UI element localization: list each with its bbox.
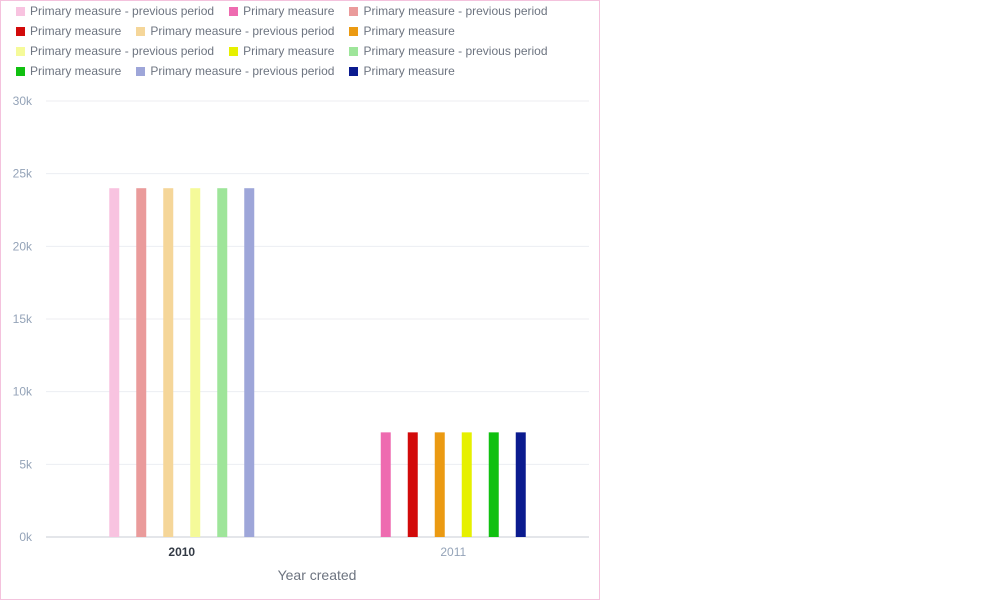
legend-item[interactable]: Primary measure	[16, 24, 121, 38]
bars	[109, 188, 526, 537]
legend: Primary measure - previous period Primary…	[16, 4, 586, 78]
y-tick-label: 20k	[13, 239, 33, 253]
legend-item[interactable]: Primary measure - previous period	[16, 44, 214, 58]
legend-label: Primary measure - previous period	[30, 4, 215, 18]
legend-swatch	[229, 46, 239, 56]
legend-item[interactable]: Primary measure - previous period	[349, 4, 548, 18]
legend-item[interactable]: Primary measure	[349, 64, 455, 78]
y-tick-label: 10k	[13, 385, 33, 399]
bar-2011-series-9[interactable]	[488, 432, 499, 537]
legend-swatch	[16, 46, 25, 56]
bar-2011-series-5[interactable]	[434, 432, 445, 537]
bar-2011-series-11[interactable]	[515, 432, 526, 537]
y-tick-label: 5k	[19, 457, 33, 471]
y-tick-label: 30k	[13, 94, 33, 108]
bar-2011-series-7[interactable]	[461, 432, 472, 537]
legend-swatch	[16, 6, 25, 16]
bar-2010-series-6[interactable]	[190, 188, 201, 537]
legend-item[interactable]: Primary measure - previous period	[16, 4, 214, 18]
legend-swatch	[349, 6, 359, 16]
legend-swatch	[349, 66, 359, 76]
legend-swatch	[16, 26, 25, 36]
x-tick-label[interactable]: 2010	[168, 545, 195, 559]
plot-area: 0k 5k 10k 15k 20k 25k 30k 2010 2011 Year create…	[13, 94, 589, 583]
grid-layer	[46, 100, 589, 538]
bar-2010-series-8[interactable]	[217, 188, 228, 537]
legend-label: Primary measure	[363, 24, 455, 38]
x-axis-title: Year created	[278, 567, 357, 583]
legend-item[interactable]: Primary measure	[349, 24, 455, 38]
bar-2010-series-4[interactable]	[163, 188, 174, 537]
bar-2010-series-0[interactable]	[109, 188, 120, 537]
legend-item[interactable]: Primary measure	[229, 4, 334, 18]
legend-swatch	[349, 26, 359, 36]
x-axis: 2010 2011	[168, 545, 466, 559]
x-tick-label[interactable]: 2011	[440, 545, 466, 559]
legend-item[interactable]: Primary measure - previous period	[349, 44, 548, 58]
bar-2011-series-3[interactable]	[407, 432, 418, 537]
legend-label: Primary measure - previous period	[363, 4, 548, 18]
legend-swatch	[136, 26, 146, 36]
y-tick-label: 0k	[19, 530, 33, 544]
chart-container: Primary measure - previous period Primary…	[0, 0, 600, 600]
legend-label: Primary measure	[363, 64, 455, 78]
legend-swatch	[349, 46, 359, 56]
legend-swatch	[229, 6, 239, 16]
legend-label: Primary measure	[243, 4, 335, 18]
legend-swatch	[136, 66, 146, 76]
legend-label: Primary measure - previous period	[150, 64, 335, 78]
legend-label: Primary measure	[30, 24, 122, 38]
legend-label: Primary measure - previous period	[150, 24, 335, 38]
legend-label: Primary measure - previous period	[30, 44, 215, 58]
legend-item[interactable]: Primary measure - previous period	[136, 64, 334, 78]
legend-item[interactable]: Primary measure - previous period	[136, 24, 334, 38]
legend-label: Primary measure	[30, 64, 122, 78]
y-axis: 0k 5k 10k 15k 20k 25k 30k	[13, 94, 33, 544]
legend-label: Primary measure - previous period	[363, 44, 548, 58]
bar-2011-series-1[interactable]	[380, 432, 391, 537]
bar-2010-series-10[interactable]	[244, 188, 255, 537]
legend-swatch	[16, 66, 25, 76]
y-tick-label: 25k	[13, 167, 33, 181]
y-tick-label: 15k	[13, 312, 33, 326]
legend-item[interactable]: Primary measure	[229, 44, 334, 58]
bar-2010-series-2[interactable]	[136, 188, 147, 537]
legend-label: Primary measure	[243, 44, 335, 58]
legend-item[interactable]: Primary measure	[16, 64, 121, 78]
